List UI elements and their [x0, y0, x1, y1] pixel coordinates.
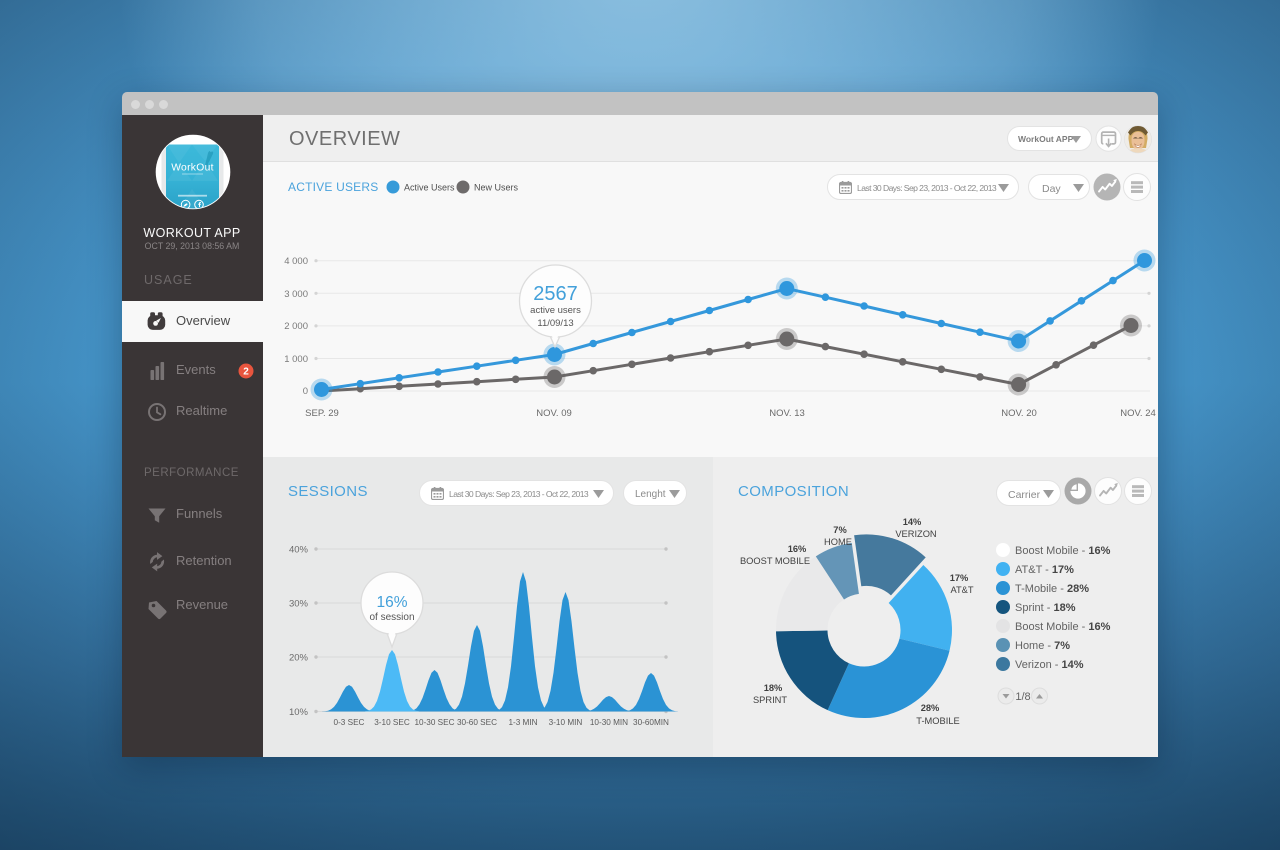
svg-text:10%: 10% [289, 707, 309, 718]
svg-text:1-3 MIN: 1-3 MIN [508, 718, 537, 727]
svg-text:16%: 16% [376, 594, 407, 611]
svg-text:NOV. 09: NOV. 09 [536, 408, 572, 419]
svg-text:7%: 7% [833, 525, 847, 535]
svg-text:10-30 MIN: 10-30 MIN [590, 718, 628, 727]
svg-text:NOV. 24: NOV. 24 [1120, 408, 1156, 419]
svg-text:30-60MIN: 30-60MIN [633, 718, 669, 727]
svg-text:WorkOut: WorkOut [171, 163, 214, 174]
svg-text:USAGE: USAGE [144, 273, 193, 287]
svg-text:of session: of session [369, 612, 414, 623]
svg-text:2567: 2567 [533, 283, 578, 305]
svg-text:2 000: 2 000 [284, 321, 308, 332]
svg-text:Active Users: Active Users [404, 183, 455, 193]
svg-text:active users: active users [530, 305, 581, 316]
svg-text:PERFORMANCE: PERFORMANCE [144, 467, 239, 479]
svg-text:18%: 18% [764, 683, 783, 693]
svg-text:Home - 7%: Home - 7% [1015, 640, 1070, 652]
svg-text:4 000: 4 000 [284, 256, 308, 267]
svg-text:OCT 29, 2013 08:56 AM: OCT 29, 2013 08:56 AM [145, 241, 240, 251]
svg-text:NOV. 20: NOV. 20 [1001, 408, 1037, 419]
svg-text:16%: 16% [788, 544, 807, 554]
svg-text:Boost Mobile - 16%: Boost Mobile - 16% [1015, 621, 1111, 633]
svg-text:20%: 20% [289, 653, 309, 664]
svg-text:Boost Mobile - 16%: Boost Mobile - 16% [1015, 545, 1111, 557]
svg-text:AT&T: AT&T [950, 585, 973, 595]
svg-text:28%: 28% [921, 703, 940, 713]
svg-text:VERIZON: VERIZON [895, 529, 936, 539]
svg-text:3 000: 3 000 [284, 289, 308, 300]
svg-text:T-MOBILE: T-MOBILE [916, 716, 959, 726]
svg-text:17%: 17% [950, 573, 969, 583]
svg-text:40%: 40% [289, 545, 309, 556]
svg-text:SEP. 29: SEP. 29 [305, 408, 339, 419]
svg-text:SPRINT: SPRINT [753, 695, 787, 705]
svg-text:30%: 30% [289, 599, 309, 610]
svg-text:1/8: 1/8 [1015, 691, 1030, 703]
svg-text:1 000: 1 000 [284, 354, 308, 365]
svg-text:0-3 SEC: 0-3 SEC [334, 718, 365, 727]
svg-text:2: 2 [243, 367, 249, 378]
svg-text:3-10 SEC: 3-10 SEC [374, 718, 410, 727]
svg-text:14%: 14% [903, 517, 922, 527]
svg-text:10-30 SEC: 10-30 SEC [414, 718, 454, 727]
svg-text:Sprint - 18%: Sprint - 18% [1015, 602, 1076, 614]
svg-text:NOV. 13: NOV. 13 [769, 408, 805, 419]
svg-text:30-60 SEC: 30-60 SEC [457, 718, 497, 727]
svg-text:WORKOUT APP: WORKOUT APP [143, 226, 240, 240]
svg-text:0: 0 [303, 386, 308, 397]
svg-text:Verizon - 14%: Verizon - 14% [1015, 659, 1084, 671]
svg-text:11/09/13: 11/09/13 [537, 318, 573, 329]
svg-text:AT&T - 17%: AT&T - 17% [1015, 564, 1074, 576]
svg-text:HOME: HOME [824, 537, 852, 547]
svg-text:BOOST MOBILE: BOOST MOBILE [740, 556, 810, 566]
svg-text:New Users: New Users [474, 183, 519, 193]
svg-text:3-10 MIN: 3-10 MIN [549, 718, 583, 727]
svg-text:T-Mobile - 28%: T-Mobile - 28% [1015, 583, 1089, 595]
